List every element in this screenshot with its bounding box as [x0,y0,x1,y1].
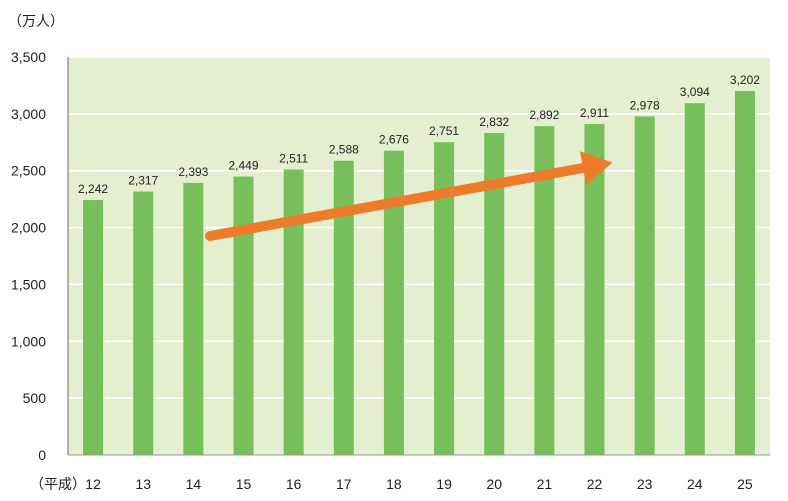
x-axis-ticks: 12 13 14 15 16 17 18 19 20 21 22 23 24 25 [85,476,753,492]
x-tick-label: 25 [737,476,753,492]
y-tick-label: 1,000 [11,333,46,349]
x-tick-label: 19 [436,476,452,492]
y-tick-label: 500 [23,390,47,406]
bar [584,123,605,455]
bar [684,103,705,455]
trend-arrow-head [580,151,613,185]
bar [484,132,505,456]
bar-value-label: 3,094 [680,85,710,99]
bar-value-label: 2,751 [429,124,459,138]
value-labels: 2,242 2,317 2,393 2,449 2,511 2,588 2,676 2,751… [78,73,760,196]
x-tick-label: 18 [386,476,402,492]
x-tick-label: 13 [135,476,151,492]
bar-value-label: 2,449 [228,159,258,173]
bar [434,142,455,455]
bar-value-label: 2,911 [580,106,609,120]
x-tick-label: 20 [486,476,502,492]
x-tick-label: 14 [186,476,202,492]
plot-background [68,57,770,455]
bar [183,182,204,455]
y-tick-label: 3,000 [11,106,46,122]
bar-value-label: 2,892 [529,108,559,122]
bar [734,90,755,456]
bar [133,191,154,456]
x-tick-label: 12 [85,476,101,492]
bar [283,169,304,455]
trend-arrow-shaft [205,163,588,241]
x-tick-label: 15 [236,476,252,492]
x-tick-label: 16 [286,476,302,492]
x-tick-label: 24 [687,476,703,492]
y-tick-label: 0 [38,447,46,463]
bar [634,116,655,455]
bar-value-label: 2,676 [379,133,409,147]
y-axis-ticks: 0 500 1,000 1,500 2,000 2,500 3,000 3,500 [11,49,46,463]
y-tick-label: 2,000 [11,220,46,236]
bar-value-label: 2,588 [329,143,359,157]
bar-value-label: 2,978 [630,98,660,112]
bar [233,176,254,455]
y-tick-label: 1,500 [11,276,46,292]
bar [534,126,555,456]
x-tick-label: 22 [587,476,603,492]
bar-value-label: 2,511 [279,151,308,165]
bars [83,90,755,456]
bar [83,200,104,455]
x-axis-prefix-label: （平成） [30,476,86,492]
x-tick-label: 17 [336,476,352,492]
bar-value-label: 2,832 [479,115,509,129]
bar [333,160,354,455]
bar-value-label: 2,242 [78,182,108,196]
bar-value-label: 3,202 [730,73,760,87]
y-tick-label: 2,500 [11,163,46,179]
trend-arrow [205,151,613,241]
y-tick-label: 3,500 [11,49,46,65]
x-tick-label: 23 [637,476,653,492]
bar-value-label: 2,393 [178,165,208,179]
bar-value-label: 2,317 [128,174,158,188]
bar [383,150,404,456]
x-tick-label: 21 [537,476,553,492]
y-unit-label: （万人） [8,14,64,30]
